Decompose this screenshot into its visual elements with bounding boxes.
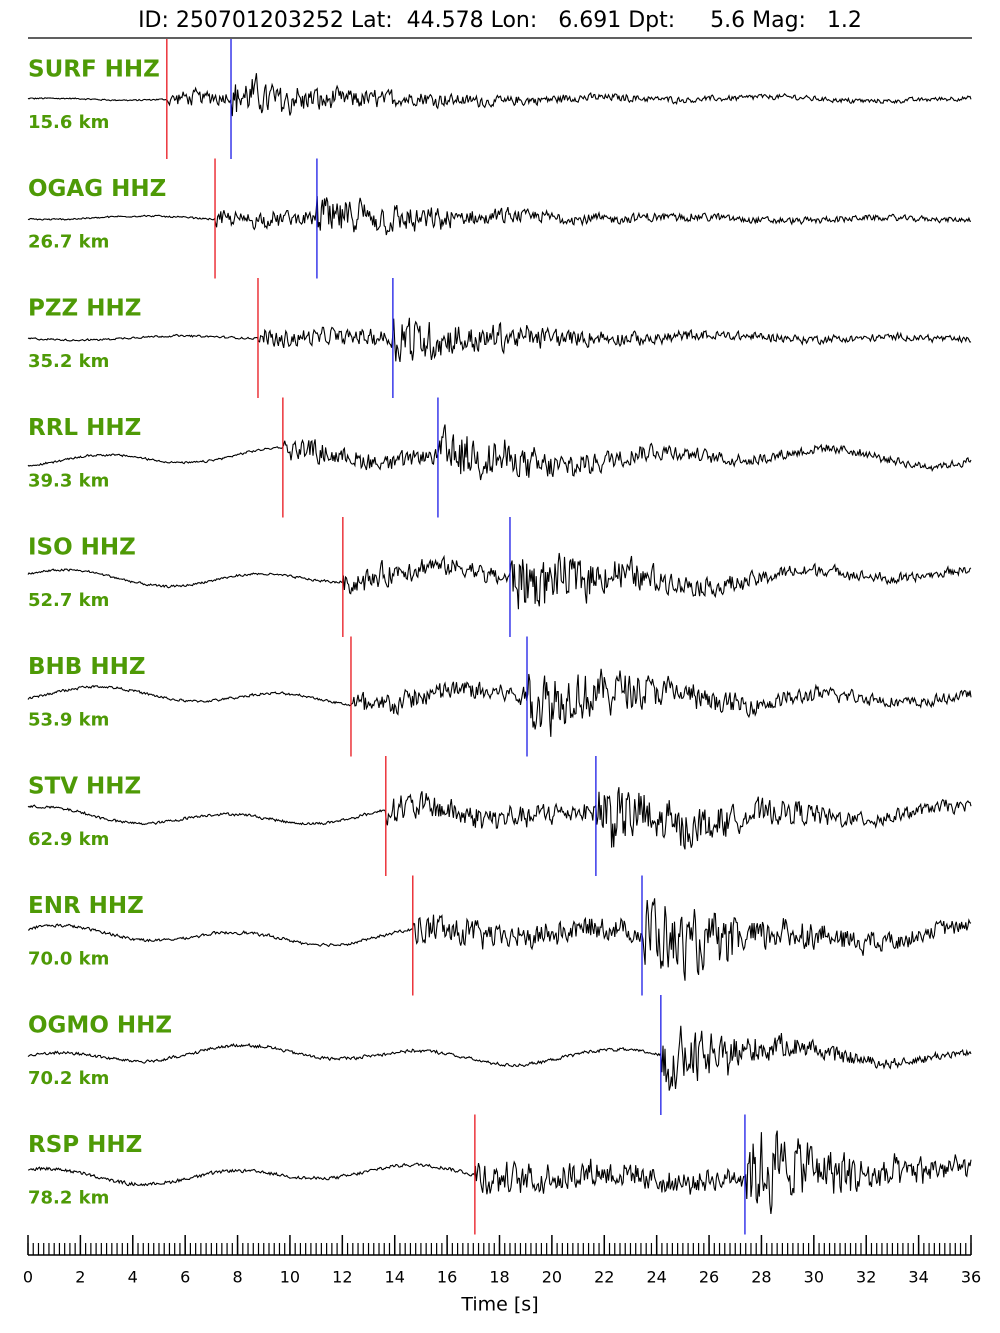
waveform [27,787,972,850]
x-tick-label: 26 [699,1268,719,1287]
chart-title: ID: 250701203252 Lat: 44.578 Lon: 6.691 … [138,8,862,33]
x-tick-label: 34 [908,1268,928,1287]
waveform [27,668,972,737]
x-tick-label: 22 [594,1268,614,1287]
station-distance: 62.9 km [28,829,109,850]
station-distance: 70.0 km [28,949,109,970]
waveform [27,424,972,481]
waveform [27,898,972,981]
waveform [27,317,972,363]
station-distance: 70.2 km [28,1068,109,1089]
station-name: BHB HHZ [28,654,146,680]
x-tick-label: 12 [332,1268,352,1287]
station-name: OGAG HHZ [28,176,166,202]
waveform [27,552,972,610]
x-tick-label: 8 [232,1268,242,1287]
x-tick-label: 16 [437,1268,457,1287]
x-tick-label: 24 [646,1268,666,1287]
station-name: RRL HHZ [28,415,141,441]
x-tick-label: 28 [751,1268,771,1287]
station-name: ENR HHZ [28,893,144,919]
station-distance: 78.2 km [28,1188,109,1209]
station-name: RSP HHZ [28,1132,142,1158]
x-tick-label: 0 [23,1268,33,1287]
station-name: PZZ HHZ [28,296,141,322]
station-distance: 39.3 km [28,471,109,492]
x-tick-label: 14 [385,1268,405,1287]
station-name: OGMO HHZ [28,1013,172,1039]
x-tick-label: 18 [489,1268,509,1287]
station-distance: 53.9 km [28,710,109,731]
station-name: SURF HHZ [28,57,160,83]
waveform [27,1130,972,1214]
waveform [27,196,972,236]
x-tick-label: 2 [75,1268,85,1287]
station-name: ISO HHZ [28,535,136,561]
x-axis-label: Time [s] [460,1294,538,1316]
x-tick-label: 30 [804,1268,824,1287]
x-tick-label: 32 [856,1268,876,1287]
station-distance: 15.6 km [28,112,109,133]
x-tick-label: 36 [961,1268,981,1287]
station-distance: 26.7 km [28,232,109,253]
station-distance: 35.2 km [28,351,109,372]
x-tick-label: 4 [128,1268,138,1287]
station-name: STV HHZ [28,774,141,800]
x-tick-label: 20 [542,1268,562,1287]
x-tick-label: 10 [280,1268,300,1287]
waveform [27,1025,972,1091]
station-distance: 52.7 km [28,590,109,611]
x-tick-label: 6 [180,1268,190,1287]
waveform [27,73,972,117]
